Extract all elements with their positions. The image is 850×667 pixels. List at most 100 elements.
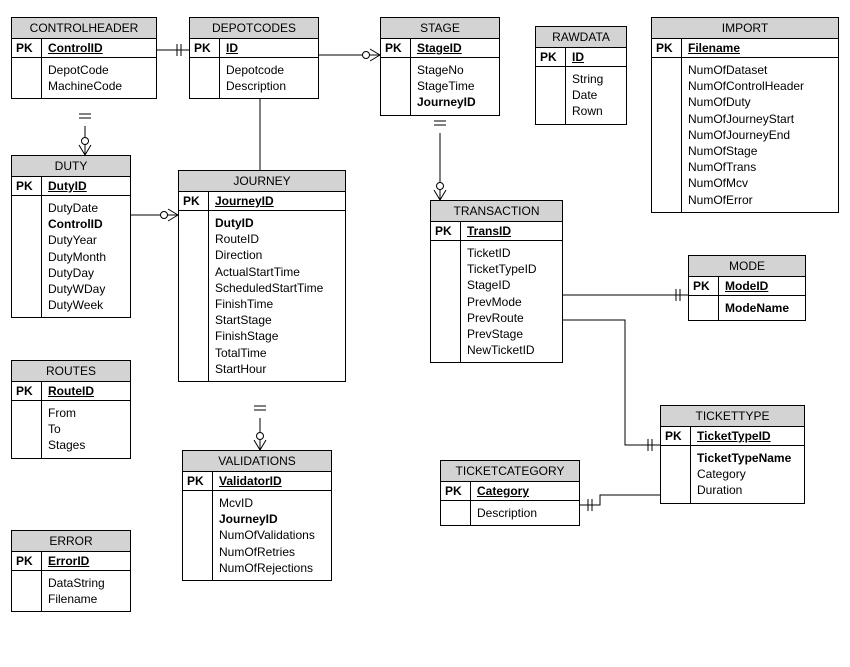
attr: DutyYear [48, 232, 124, 248]
entity-title: JOURNEY [179, 171, 345, 192]
fk: ControlID [48, 216, 124, 232]
pk-name: ID [572, 50, 584, 64]
attr: McvID [219, 495, 325, 511]
attr: TicketTypeID [467, 261, 556, 277]
attr: NumOfDuty [688, 94, 832, 110]
attr: Date [572, 87, 620, 103]
attr: To [48, 421, 124, 437]
entity-title: VALIDATIONS [183, 451, 331, 472]
attr: NumOfRejections [219, 560, 325, 576]
entity-journey: JOURNEY PK JourneyID DutyID RouteID Dire… [178, 170, 346, 382]
attr: DutyMonth [48, 249, 124, 265]
pk-name: ControlID [48, 41, 103, 55]
pk-name: ID [226, 41, 238, 55]
fk: TicketTypeName [697, 450, 798, 466]
attr: PrevMode [467, 294, 556, 310]
entity-title: MODE [689, 256, 805, 277]
pk-label: PK [12, 382, 42, 400]
pk-label: PK [190, 39, 220, 57]
attr: Stages [48, 437, 124, 453]
pk-name: Category [477, 484, 529, 498]
attr: NumOfValidations [219, 527, 325, 543]
pk-label: PK [441, 482, 471, 500]
entity-routes: ROUTES PK RouteID From To Stages [11, 360, 131, 459]
entity-stage: STAGE PK StageID StageNo StageTime Journ… [380, 17, 500, 116]
attr: NumOfControlHeader [688, 78, 832, 94]
pk-label: PK [381, 39, 411, 57]
entity-import: IMPORT PK Filename NumOfDataset NumOfCon… [651, 17, 839, 213]
entity-validations: VALIDATIONS PK ValidatorID McvID Journey… [182, 450, 332, 581]
attr: Description [226, 78, 312, 94]
attr: TicketID [467, 245, 556, 261]
attr: String [572, 71, 620, 87]
attr: Rown [572, 103, 620, 119]
attr: NumOfRetries [219, 544, 325, 560]
attr: ScheduledStartTime [215, 280, 339, 296]
pk-label: PK [689, 277, 719, 295]
fk: DutyID [215, 215, 339, 231]
entity-title: STAGE [381, 18, 499, 39]
attr: TotalTime [215, 345, 339, 361]
attr: DutyDate [48, 200, 124, 216]
entity-title: ERROR [12, 531, 130, 552]
attr: DepotCode [48, 62, 150, 78]
pk-name: Filename [688, 41, 740, 55]
pk-name: StageID [417, 41, 462, 55]
attr: Duration [697, 482, 798, 498]
attr: NumOfDataset [688, 62, 832, 78]
pk-label: PK [652, 39, 682, 57]
attr: DutyWDay [48, 281, 124, 297]
pk-label: PK [179, 192, 209, 210]
entity-title: DEPOTCODES [190, 18, 318, 39]
attr: RouteID [215, 231, 339, 247]
entity-depotcodes: DEPOTCODES PK ID Depotcode Description [189, 17, 319, 99]
attr: Category [697, 466, 798, 482]
attr: DutyDay [48, 265, 124, 281]
attr: NumOfError [688, 192, 832, 208]
entity-title: TRANSACTION [431, 201, 562, 222]
attr: StageNo [417, 62, 493, 78]
attr: ModeName [725, 300, 799, 316]
attr: MachineCode [48, 78, 150, 94]
entity-duty: DUTY PK DutyID DutyDate ControlID DutyYe… [11, 155, 131, 318]
attr: NewTicketID [467, 342, 556, 358]
entity-title: DUTY [12, 156, 130, 177]
attr: Description [477, 505, 573, 521]
pk-name: TicketTypeID [697, 429, 771, 443]
attr: From [48, 405, 124, 421]
attr: NumOfJourneyStart [688, 111, 832, 127]
pk-name: DutyID [48, 179, 87, 193]
attr: StageID [467, 277, 556, 293]
attr: Filename [48, 591, 124, 607]
attr: DutyWeek [48, 297, 124, 313]
entity-title: IMPORT [652, 18, 838, 39]
entity-mode: MODE PK ModeID ModeName [688, 255, 806, 321]
pk-name: RouteID [48, 384, 94, 398]
attr: FinishTime [215, 296, 339, 312]
attr: NumOfTrans [688, 159, 832, 175]
attr: StartHour [215, 361, 339, 377]
attr: PrevStage [467, 326, 556, 342]
entity-rawdata: RAWDATA PK ID String Date Rown [535, 26, 627, 125]
fk: JourneyID [417, 94, 493, 110]
attr: ActualStartTime [215, 264, 339, 280]
attr: StageTime [417, 78, 493, 94]
pk-label: PK [431, 222, 461, 240]
pk-label: PK [536, 48, 566, 66]
entity-title: TICKETTYPE [661, 406, 804, 427]
pk-name: ErrorID [48, 554, 89, 568]
attr: Direction [215, 247, 339, 263]
entity-controlheader: CONTROLHEADER PK ControlID DepotCode Mac… [11, 17, 157, 99]
pk-label: PK [12, 39, 42, 57]
attr: NumOfMcv [688, 175, 832, 191]
attr: NumOfJourneyEnd [688, 127, 832, 143]
attr: NumOfStage [688, 143, 832, 159]
attr: StartStage [215, 312, 339, 328]
entity-transaction: TRANSACTION PK TransID TicketID TicketTy… [430, 200, 563, 363]
pk-label: PK [661, 427, 691, 445]
entity-error: ERROR PK ErrorID DataString Filename [11, 530, 131, 612]
entity-title: ROUTES [12, 361, 130, 382]
attr: PrevRoute [467, 310, 556, 326]
attr: DataString [48, 575, 124, 591]
pk-name: TransID [467, 224, 511, 238]
